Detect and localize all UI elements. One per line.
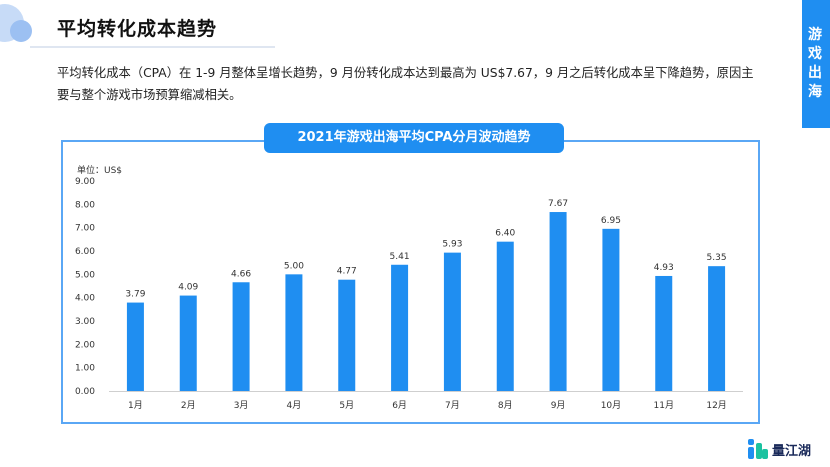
side-tab-char: 游 [808,27,824,43]
bar-value-label: 5.93 [442,240,462,250]
bar-chart: 单位：US$ 0.00 1.00 2.00 3.00 4.00 5.00 6.00 7.00 8.… [75,164,743,411]
x-tick-label: 4月 [287,400,302,411]
bar-value-label: 4.77 [337,267,357,277]
brand-name: 量江湖 [772,443,812,459]
bar [708,266,726,391]
bar [232,282,250,391]
x-tick-label: 10月 [601,400,621,411]
bar [285,274,303,391]
x-tick-label: 7月 [445,400,460,411]
y-tick-label: 4.00 [75,294,95,304]
bar-value-label: 4.66 [231,269,251,279]
decor-blob-small [10,20,32,42]
side-tab-char: 戏 [808,46,824,62]
y-unit-label: 单位：US$ [77,164,122,176]
x-tick-label: 3月 [234,400,249,411]
bar [338,279,356,391]
title-divider [30,46,275,48]
y-tick-label: 0.00 [75,387,95,397]
side-tab-category: 游 戏 出 海 [802,0,830,128]
y-tick-label: 9.00 [75,177,95,187]
x-tick-label: 1月 [128,400,143,411]
x-tick-label: 5月 [339,400,354,411]
y-tick-label: 6.00 [75,247,95,257]
x-tick-label: 9月 [551,400,566,411]
bar [496,241,514,391]
y-tick-label: 7.00 [75,224,95,234]
bar-value-label: 6.95 [601,216,621,226]
brand-logo: 量江湖 [748,439,811,459]
y-tick-label: 1.00 [75,364,95,374]
x-tick-label: 2月 [181,400,196,411]
bar [126,302,144,391]
x-tick-label: 6月 [392,400,407,411]
y-tick-label: 3.00 [75,317,95,327]
x-tick-label: 11月 [654,400,674,411]
bar [391,264,409,391]
bar-value-label: 7.67 [548,199,568,209]
x-tick-label: 12月 [706,400,726,411]
y-tick-label: 2.00 [75,340,95,350]
y-tick-label: 8.00 [75,200,95,210]
bar [549,212,567,391]
bar [602,228,620,391]
description-text: 平均转化成本（CPA）在 1-9 月整体呈增长趋势，9 月份转化成本达到最高为 … [57,66,754,102]
x-tick-label: 8月 [498,400,513,411]
side-tab-char: 出 [808,65,824,81]
bar [655,275,673,391]
bar-value-label: 5.35 [707,253,727,263]
bar [443,252,461,391]
bar-value-label: 4.09 [178,283,198,293]
bar-value-label: 5.00 [284,261,304,271]
bar-value-label: 6.40 [495,229,515,239]
y-tick-label: 5.00 [75,270,95,280]
bar-value-label: 4.93 [654,263,674,273]
bar [179,295,197,391]
page-title: 平均转化成本趋势 [57,18,218,40]
chart-title: 2021年游戏出海平均CPA分月波动趋势 [264,123,564,153]
bar-value-label: 5.41 [390,252,410,262]
side-tab-char: 海 [808,84,824,100]
brand-logo-icon [748,439,768,459]
bar-value-label: 3.79 [125,290,145,300]
